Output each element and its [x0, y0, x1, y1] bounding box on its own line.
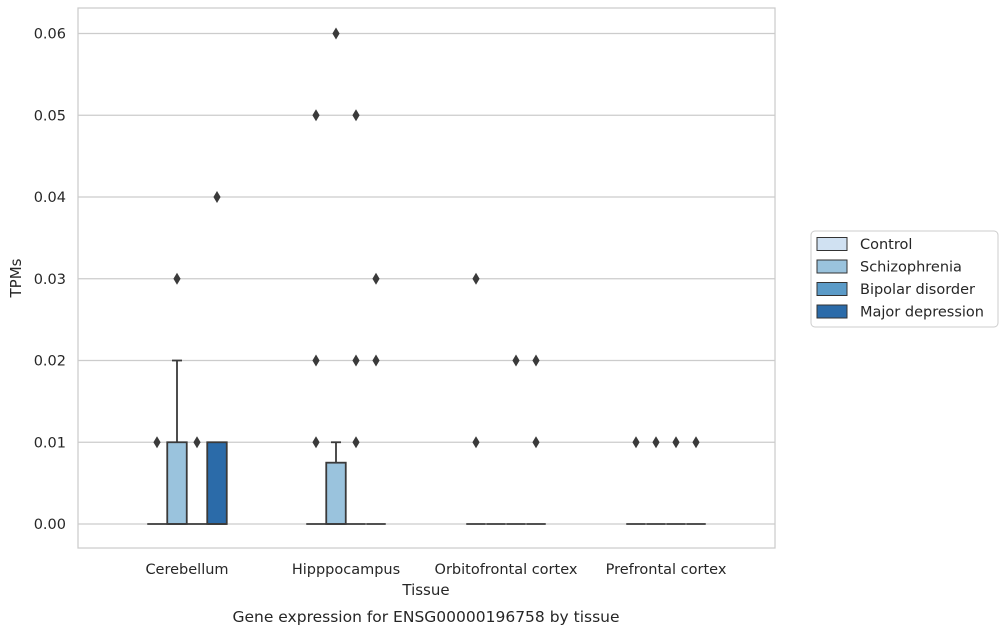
outlier-point: [193, 436, 201, 449]
outlier-point: [332, 27, 340, 40]
outlier-point: [532, 436, 540, 449]
legend-label: Bipolar disorder: [860, 282, 975, 298]
outlier-point: [352, 109, 360, 122]
box-group: [325, 441, 347, 525]
x-tick-label: Cerebellum: [145, 562, 228, 578]
y-tick-labels: 0.00 0.01 0.02 0.03 0.04 0.05 0.06: [34, 27, 66, 534]
chart-caption: Gene expression for ENSG00000196758 by t…: [232, 608, 619, 626]
outlier-point: [672, 436, 680, 449]
outliers-layer: [153, 27, 700, 449]
box-group: [166, 359, 188, 525]
legend-frame: [810, 230, 999, 328]
x-tick-label: Prefrontal cortex: [606, 562, 727, 578]
x-tick-label: Orbitofrontal cortex: [435, 562, 578, 578]
legend-swatch: [816, 282, 848, 296]
legend-label: Major depression: [860, 305, 984, 321]
boxes-layer: [147, 359, 706, 525]
legend-swatch: [816, 259, 848, 274]
box-group: [206, 441, 228, 525]
legend-label: Control: [860, 237, 912, 253]
legend-swatch: [816, 304, 848, 319]
outlier-point: [372, 272, 380, 285]
outlier-point: [512, 354, 520, 367]
x-tick-label: Hipppocampus: [292, 562, 400, 578]
y-axis-label: TPMs: [7, 258, 25, 298]
legend: Control Schizophrenia Bipolar disorder Majo…: [810, 230, 999, 328]
outlier-point: [312, 354, 320, 367]
outlier-point: [352, 354, 360, 367]
outlier-point: [312, 109, 320, 122]
outlier-point: [692, 436, 700, 449]
box: [206, 441, 228, 525]
outlier-point: [173, 272, 181, 285]
box: [325, 461, 347, 525]
outlier-point: [632, 436, 640, 449]
y-tick-label: 0.06: [34, 27, 66, 43]
y-tick-label: 0.01: [34, 435, 66, 451]
outlier-point: [652, 436, 660, 449]
outlier-point: [532, 354, 540, 367]
y-tick-label: 0.04: [34, 190, 66, 206]
outlier-point: [153, 436, 161, 449]
y-tick-label: 0.02: [34, 354, 66, 370]
outlier-point: [352, 436, 360, 449]
y-tick-label: 0.03: [34, 272, 66, 288]
legend-swatch: [816, 237, 848, 251]
outlier-point: [472, 436, 480, 449]
outlier-point: [372, 354, 380, 367]
outlier-point: [213, 191, 221, 203]
plot-frame: [77, 7, 776, 549]
y-tick-label: 0.05: [34, 108, 66, 124]
x-axis-label: Tissue: [401, 581, 449, 599]
box: [166, 441, 188, 525]
x-tick-labels: Cerebellum Hipppocampus Orbitofrontal cort…: [145, 562, 726, 578]
outlier-point: [472, 272, 480, 285]
legend-label: Schizophrenia: [860, 260, 962, 276]
outlier-point: [312, 436, 320, 449]
y-tick-label: 0.00: [34, 517, 66, 533]
